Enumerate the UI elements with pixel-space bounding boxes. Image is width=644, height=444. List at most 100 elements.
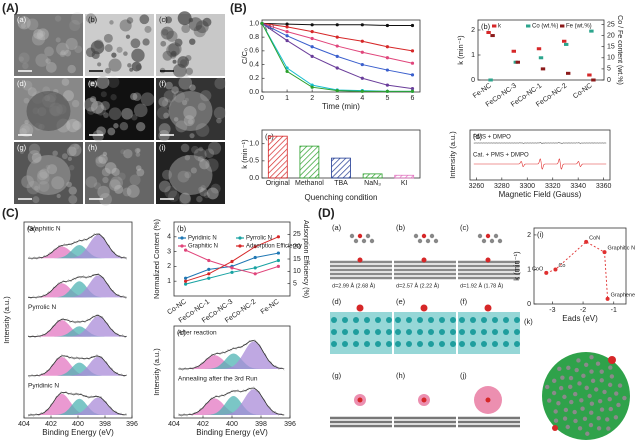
particle-body (168, 91, 213, 131)
atom (406, 341, 412, 347)
image-label: (b) (88, 15, 98, 24)
peak-component (28, 316, 127, 337)
point (285, 34, 289, 38)
point (253, 255, 257, 260)
sphere-atom (568, 375, 574, 381)
y-tick-label: 0.8 (249, 34, 259, 41)
particle-body (168, 155, 213, 195)
sphere-atom (590, 378, 596, 384)
raw-trace (27, 314, 127, 339)
fit-envelope (28, 392, 127, 416)
fit-envelope (28, 274, 127, 298)
particle (18, 56, 24, 62)
particle (108, 107, 122, 120)
y-tick-label: 2 (527, 232, 531, 239)
distance-label: d=2.99 Å (2.68 Å) (332, 282, 375, 289)
fit-envelope (178, 340, 285, 370)
atom (485, 233, 491, 239)
x-tick-label: 5 (385, 95, 389, 102)
point (335, 44, 339, 48)
point (335, 35, 339, 39)
particle (72, 120, 82, 131)
atom (353, 238, 359, 244)
particle (210, 183, 221, 194)
atom (353, 329, 359, 335)
particle (19, 128, 27, 136)
point (486, 31, 491, 34)
atom (364, 341, 370, 347)
micrograph (85, 78, 154, 140)
image-label: (e) (88, 79, 98, 88)
point-label: Graphene (611, 292, 635, 298)
particle (101, 167, 111, 177)
particle (26, 18, 39, 31)
atom (413, 233, 419, 239)
point (410, 89, 415, 93)
sphere-atom (594, 387, 599, 392)
point (310, 36, 314, 41)
structure-label: (g) (332, 371, 342, 380)
point (410, 73, 415, 77)
distance-label: d=1.92 Å (1.78 Å) (460, 282, 503, 289)
particle (24, 119, 29, 125)
peak-component (178, 389, 285, 415)
particle (172, 59, 177, 64)
particle (130, 38, 141, 49)
x-tick-label: 404 (18, 421, 30, 428)
atom (364, 317, 370, 323)
particle (116, 46, 123, 53)
peak-component (28, 397, 127, 415)
particle (20, 23, 26, 29)
atom (497, 238, 503, 244)
trace-label: Pyridinic N (28, 383, 59, 390)
particle (204, 148, 215, 159)
particle (177, 56, 190, 68)
point (335, 23, 339, 27)
peak-component (28, 320, 127, 337)
particle (102, 151, 108, 157)
sphere-atom (587, 393, 592, 399)
sphere-atom (573, 418, 578, 424)
point (285, 66, 289, 70)
particle (123, 51, 128, 56)
sphere-atom (562, 416, 568, 421)
peak-component (178, 353, 285, 369)
point (184, 276, 188, 280)
sphere-atom (566, 365, 571, 371)
legend-marker (560, 24, 565, 28)
plot-frame (477, 19, 605, 81)
particle (203, 192, 210, 199)
atom (420, 304, 428, 312)
trace-label: Cat. + PMS + DMPO (473, 153, 529, 159)
particle (94, 39, 104, 49)
particle (93, 182, 102, 190)
peak-component (178, 398, 285, 415)
sphere-atom (560, 375, 565, 380)
particle (62, 153, 68, 160)
particle (214, 77, 227, 90)
y2-tick-label: 15 (293, 256, 301, 263)
legend-marker (180, 244, 184, 248)
particle (121, 107, 133, 120)
x-tick-label: 396 (284, 421, 296, 428)
legend-label: k (498, 24, 502, 30)
particle (90, 96, 97, 103)
image-label: (a) (17, 15, 27, 24)
y-tick-label: 1.0 (249, 141, 259, 148)
particle (117, 172, 126, 181)
panel-label: (D) (318, 206, 335, 220)
particle (189, 133, 195, 139)
atom (552, 425, 558, 431)
atom (493, 233, 499, 239)
particle (188, 17, 194, 23)
spectrum-trace (473, 158, 607, 170)
y2-tick-label: 10 (293, 268, 301, 275)
particle (56, 193, 61, 199)
peak-component (28, 246, 127, 259)
panel-sublabel: (i) (537, 230, 544, 239)
particle (71, 12, 84, 25)
sphere-atom (574, 367, 579, 373)
particle (22, 80, 33, 91)
point (490, 34, 495, 38)
point (285, 22, 289, 26)
